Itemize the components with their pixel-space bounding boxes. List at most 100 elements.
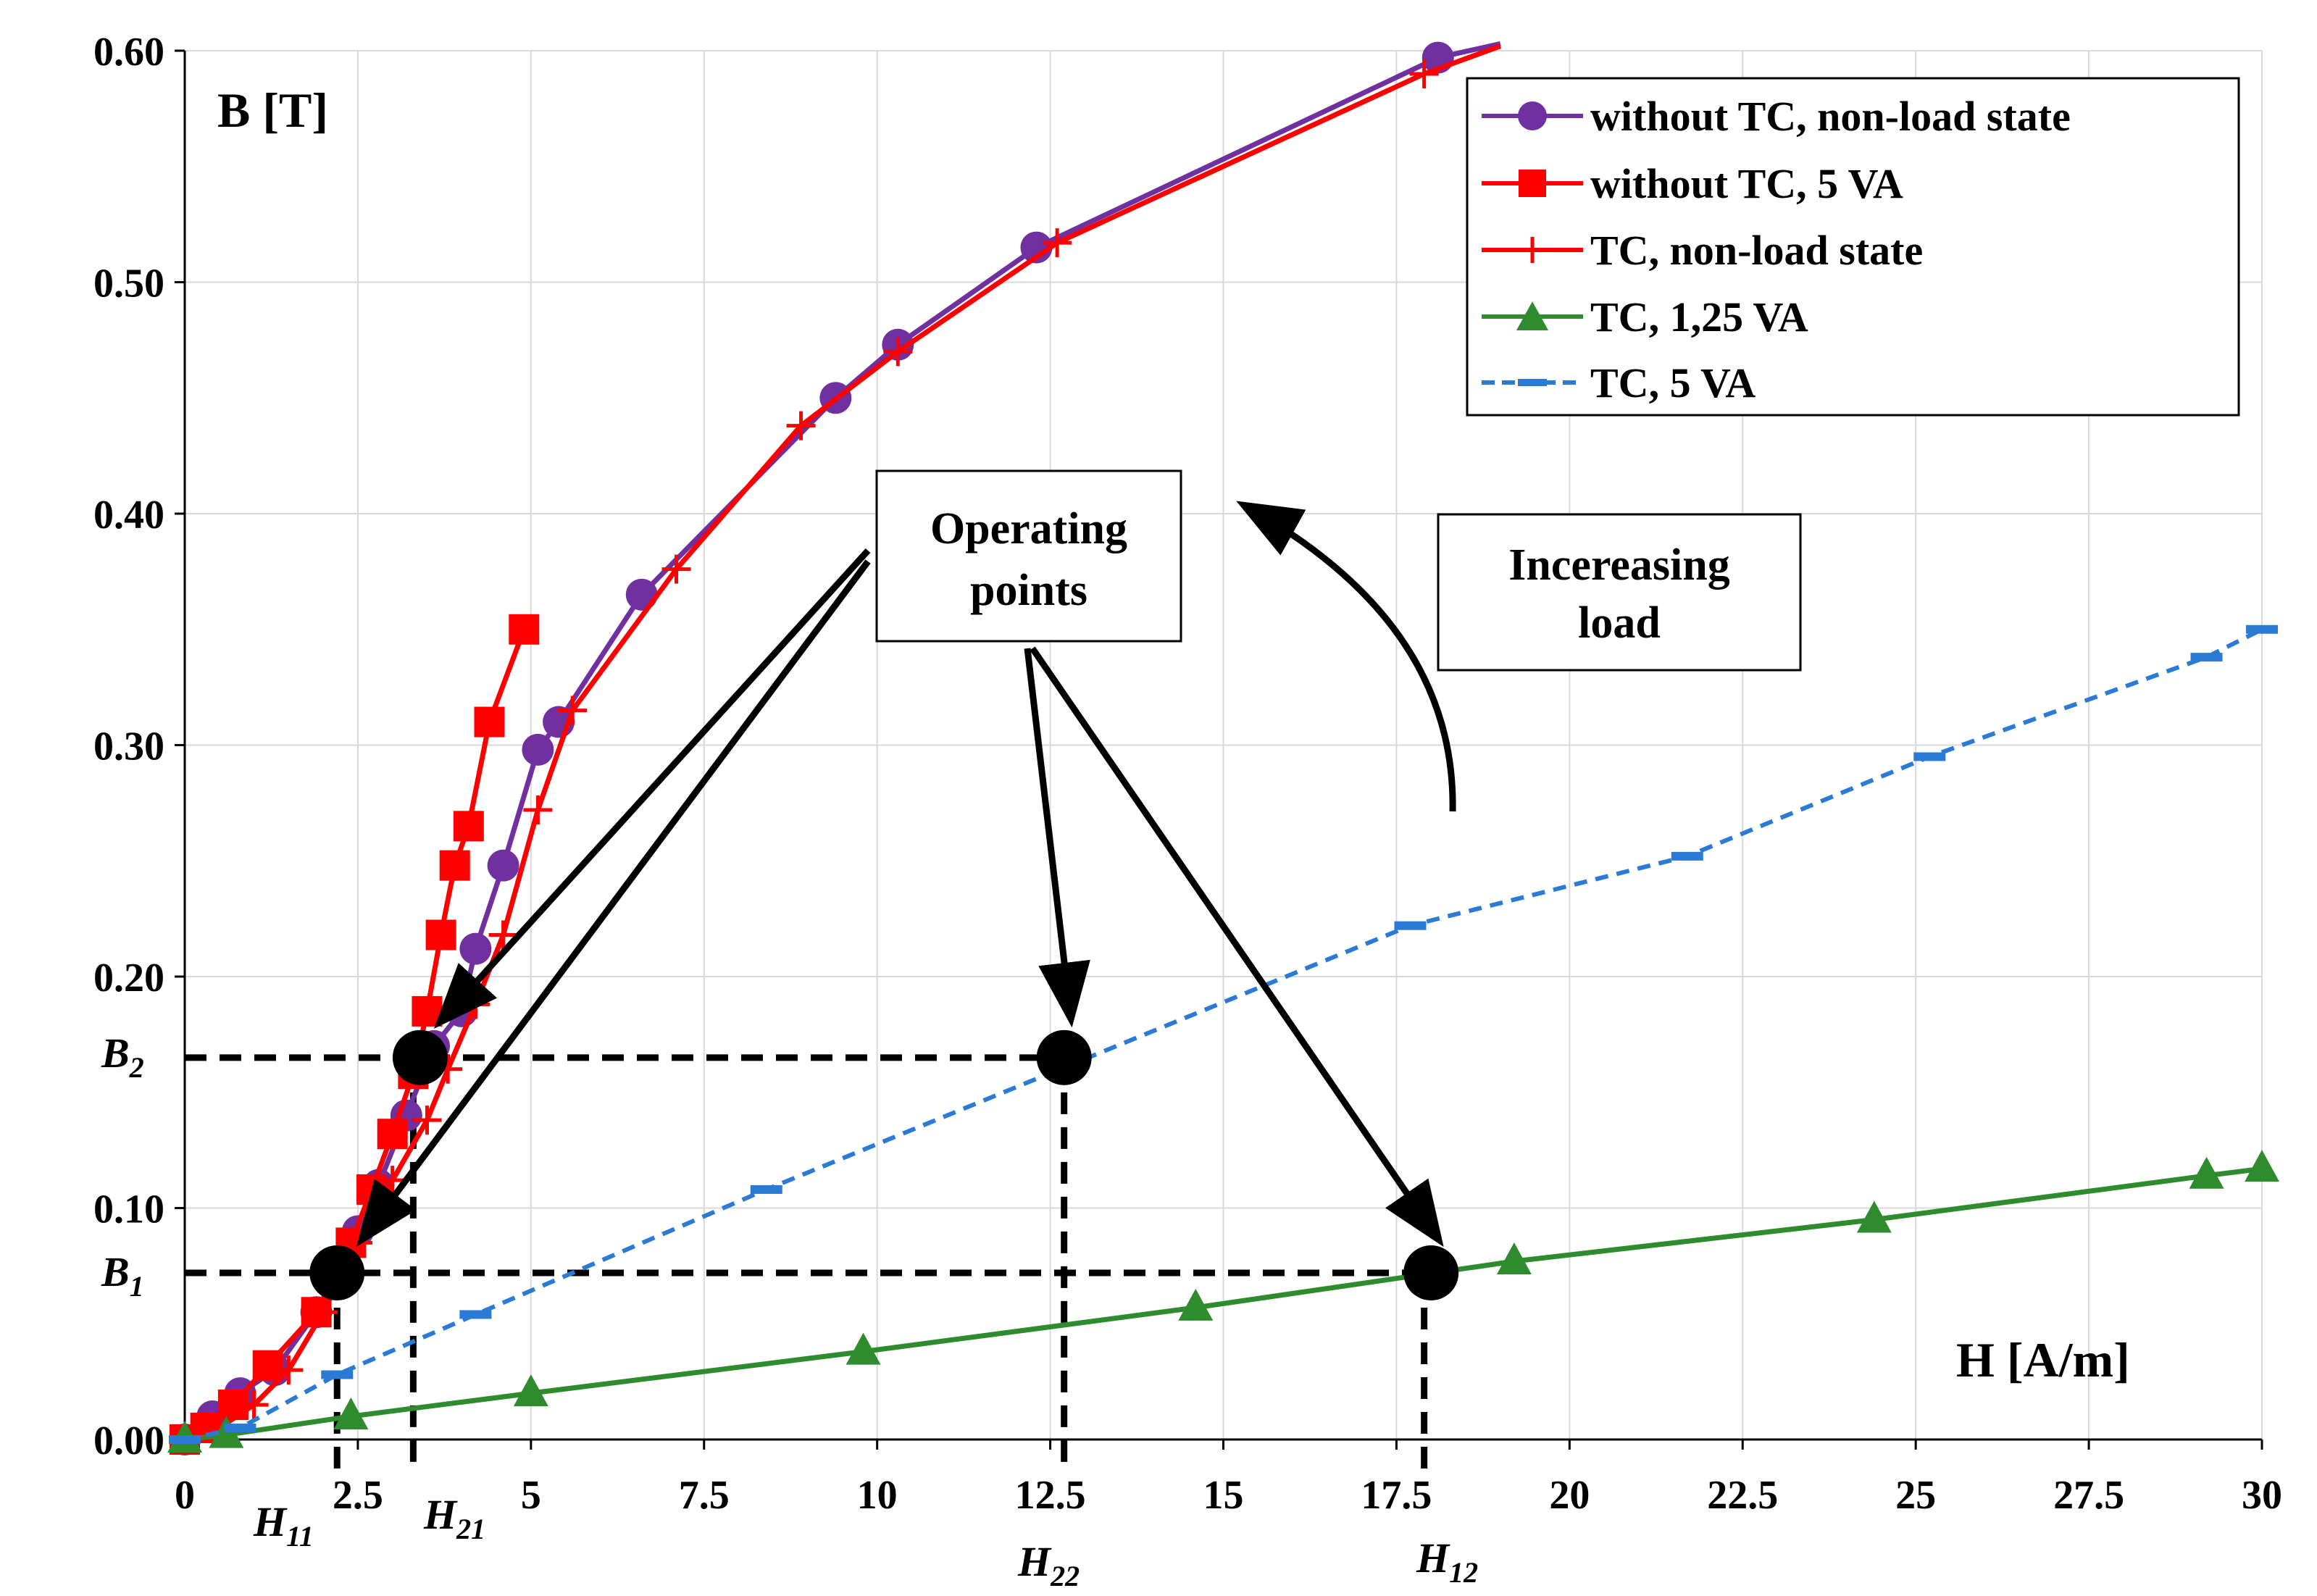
x-tick-label: 25 [1895,1473,1936,1518]
data-point [439,850,470,881]
increasing-load-arrow [1236,501,1456,812]
increasing-load-line2: load [1578,598,1661,648]
increasing-load-box [1437,513,1802,672]
y-axis-title: B [T] [217,83,328,138]
legend-label: without TC, 5 VA [1590,160,1903,207]
data-point [425,919,456,951]
data-point [412,995,443,1027]
x-tick-label: 17.5 [1361,1473,1432,1518]
data-point [1671,851,1703,861]
data-point [1409,59,1439,88]
arrow-to-op-h22 [1024,648,1090,1028]
data-point [474,706,505,738]
data-point [2245,1150,2279,1182]
legend-entry-tc-5va: TC, 5 VA [1482,359,1756,406]
y-tick-label: 0.10 [93,1187,164,1232]
x-tick-label: 2.5 [333,1473,383,1518]
data-point [239,1390,269,1420]
x-tick-label: 7.5 [679,1473,730,1518]
data-point [453,811,484,842]
x-tick-label: 5 [521,1473,541,1518]
data-point [459,1310,492,1319]
data-point [488,920,518,950]
data-point [522,733,554,766]
operating-points-box [875,469,1182,643]
legend-entry-tc-1-25va: TC, 1,25 VA [1482,293,1808,340]
legend-label: without TC, non-load state [1590,93,2071,140]
data-point [2189,1156,2224,1189]
operating-points-annotation: Operating points [356,469,1444,1248]
data-point [625,578,658,611]
data-point [750,1185,782,1194]
x-tick-label: 22.5 [1707,1473,1778,1518]
y-tick-label: 0.00 [93,1419,164,1463]
data-point [487,849,519,882]
data-point [2246,624,2278,634]
legend: without TC, non-load state without TC, 5… [1466,77,2240,417]
data-point [1043,228,1072,258]
data-point [459,932,492,965]
legend-swatch-dash-marker [1518,379,1547,386]
data-point [846,1332,881,1365]
axes [175,49,2263,1450]
data-point [786,411,816,440]
operating-point-3 [1403,1245,1459,1300]
x-tick-label: 10 [857,1473,898,1518]
legend-entry-without-tc-non-load: without TC, non-load state [1482,93,2071,140]
data-point [661,554,691,584]
y-tick-label: 0.30 [93,724,164,769]
legend-swatch-triangle-marker [1516,301,1548,330]
y-tick-label: 0.50 [93,262,164,306]
y-tick-label: 0.40 [93,493,164,538]
b1-label: B1 [101,1248,144,1303]
x-tick-label: 15 [1203,1473,1244,1518]
legend-entry-without-tc-5va: without TC, 5 VA [1482,160,1903,207]
operating-points [309,1029,1459,1300]
h11-label: H11 [253,1498,314,1553]
legend-label: TC, 5 VA [1590,359,1756,406]
operating-point-1 [392,1029,448,1085]
x-axis-title: H [A/m] [1956,1332,2130,1387]
tick-labels: 0 2.5 5 7.5 10 12.5 15 17.5 20 22.5 25 27.5 30 0.00 0.… [93,30,2282,1518]
legend-swatch-plus-marker [1519,237,1545,263]
h21-label: H21 [423,1491,485,1545]
data-point [1856,1200,1892,1233]
x-tick-label: 27.5 [2053,1473,2124,1518]
data-point [523,795,553,824]
data-point [252,1350,283,1381]
data-point [321,1370,354,1379]
y-tick-label: 0.60 [93,30,164,75]
operating-point-2 [1036,1029,1092,1085]
data-point [1394,921,1427,930]
data-point [509,614,540,645]
arrow-to-op-h11 [356,559,871,1247]
legend-label: TC, 1,25 VA [1590,293,1808,340]
increasing-load-line1: Incereasing [1508,540,1729,590]
data-point [1913,752,1946,761]
series-line [184,1166,2263,1442]
data-point [224,1424,256,1433]
data-point [412,1106,442,1135]
x-tick-label: 12.5 [1015,1473,1086,1518]
legend-box [1466,77,2240,417]
data-point [377,1119,408,1150]
x-tick-label: 20 [1549,1473,1590,1518]
data-point [883,337,913,367]
arrow-to-op-h21 [433,548,871,1029]
data-point [558,695,588,725]
y-tick-label: 0.20 [93,956,164,1000]
b2-label: B2 [101,1029,144,1084]
legend-entry-tc-non-load: TC, non-load state [1482,227,1923,274]
h12-label: H12 [1416,1534,1478,1589]
h22-label: H22 [1017,1538,1080,1592]
x-tick-label: 30 [2242,1473,2282,1518]
increasing-load-annotation: Incereasing load [1236,501,1802,812]
guide-lines [185,1054,1432,1468]
operating-points-line1: Operating [930,504,1127,553]
data-point [169,1435,201,1444]
data-point [513,1374,548,1407]
legend-swatch-circle-marker [1518,101,1547,130]
arrow-to-op-h12 [1030,646,1444,1248]
legend-label: TC, non-load state [1590,227,1923,274]
